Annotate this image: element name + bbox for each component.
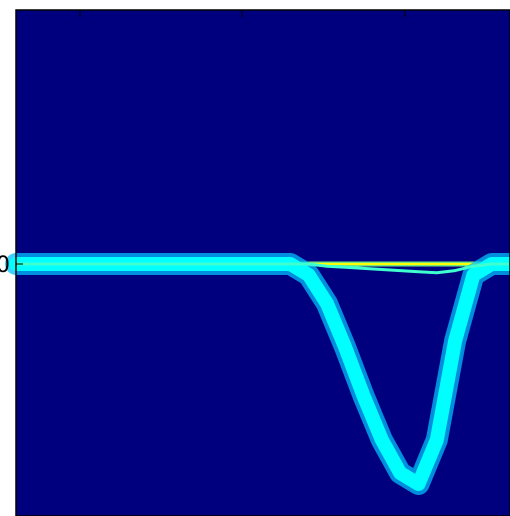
plot-frame bbox=[15, 9, 510, 516]
series-2-line bbox=[14, 262, 510, 275]
y-tick-label-zero: 0 bbox=[0, 253, 10, 278]
trace-group bbox=[5, 253, 510, 495]
